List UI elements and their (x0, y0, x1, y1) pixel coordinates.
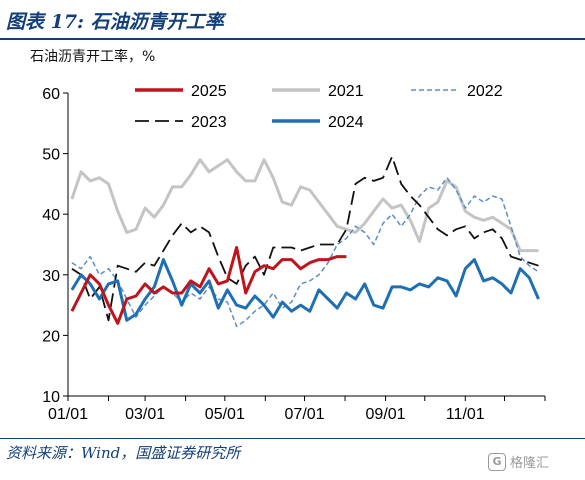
legend-item-2024: 2024 (272, 114, 364, 131)
y-tick-label: 40 (42, 207, 60, 224)
title-divider (0, 38, 585, 40)
title-bar: 图表 17: 石油沥青开工率 (0, 0, 585, 40)
y-tick-label: 30 (42, 268, 60, 285)
x-tick-label: 03/01 (125, 406, 165, 423)
series-line-2022 (71, 177, 539, 328)
y-axis-unit-label: 石油沥青开工率，% (30, 49, 156, 65)
legend-item-2021: 2021 (272, 83, 364, 100)
legend-label: 2024 (328, 114, 364, 131)
series-line-2023 (71, 155, 539, 322)
watermark: G 格隆汇 (488, 452, 549, 471)
chart-title: 图表 17: 石油沥青开工率 (6, 11, 224, 33)
legend-label: 2025 (191, 83, 227, 100)
y-tick-label: 20 (42, 328, 60, 345)
source-note: 资料来源：Wind，国盛证券研究所 (6, 444, 241, 462)
legend-label: 2022 (467, 83, 503, 100)
x-tick-label: 11/01 (446, 406, 485, 423)
legend-item-2025: 2025 (135, 83, 227, 100)
series-line-2025 (70, 246, 347, 325)
legend-item-2022: 2022 (411, 83, 503, 100)
watermark-text: 格隆汇 (510, 456, 550, 471)
legend-label: 2021 (328, 83, 364, 100)
x-tick-label: 09/01 (366, 406, 406, 423)
x-tick-label: 01/01 (48, 406, 88, 423)
x-tick-label: 07/01 (285, 406, 325, 423)
x-tick-label: 05/01 (205, 406, 245, 423)
watermark-logo-icon: G (488, 452, 506, 471)
y-tick-label: 60 (42, 86, 60, 103)
series-line-2021 (70, 158, 539, 253)
legend-label: 2023 (191, 114, 227, 131)
line-chart: 10 20 30 40 50 60 01/01 03/01 05/01 07/01 09/01 11/… (42, 83, 546, 423)
y-tick-label: 10 (42, 389, 60, 406)
y-tick-label: 50 (42, 147, 60, 164)
legend-item-2023: 2023 (135, 114, 227, 131)
source-divider (0, 438, 585, 439)
series-line-2024 (70, 258, 540, 322)
